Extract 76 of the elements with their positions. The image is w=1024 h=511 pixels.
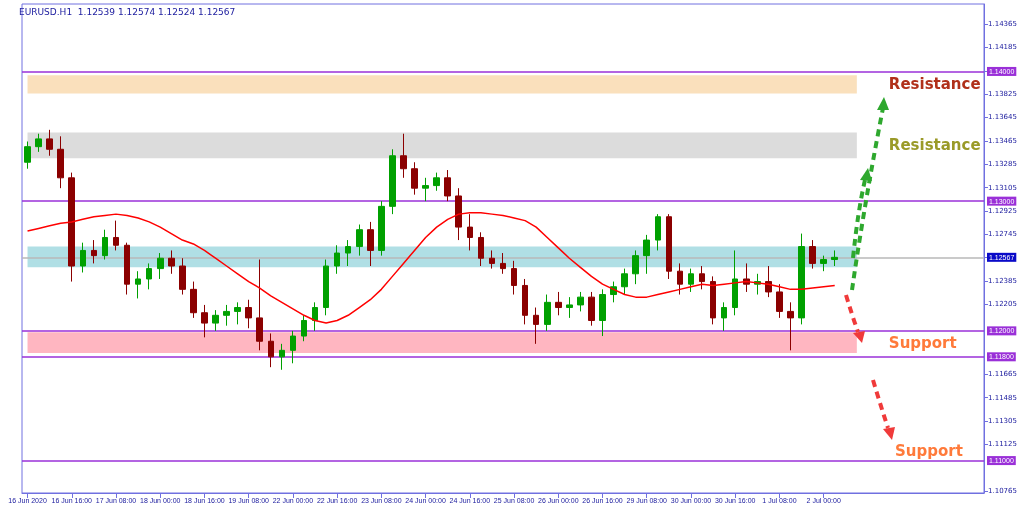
candlestick	[135, 270, 141, 299]
candlestick	[46, 129, 53, 157]
candlestick	[268, 332, 274, 368]
candlestick	[787, 301, 794, 351]
band-label: Resistance	[888, 75, 981, 94]
candlestick	[212, 309, 219, 332]
candlestick	[721, 301, 727, 332]
candlestick	[157, 252, 164, 280]
candlestick	[433, 172, 440, 192]
candlestick	[489, 249, 495, 270]
candlestick	[699, 265, 705, 290]
chart-title: EURUSD.H1 1.12539 1.12574 1.12524 1.12567	[19, 6, 236, 17]
band-label: Resistance	[888, 136, 981, 155]
candlestick	[80, 242, 86, 273]
candlestick	[223, 304, 230, 327]
candlestick	[168, 249, 175, 275]
candlestick	[102, 229, 108, 261]
candlestick	[323, 259, 329, 316]
candlestick	[113, 220, 119, 251]
candlestick	[345, 239, 351, 267]
candlestick	[367, 221, 374, 267]
candlestick	[234, 301, 241, 325]
candlestick	[146, 262, 152, 290]
candlestick	[400, 133, 407, 179]
candlestick	[334, 244, 340, 275]
candlestick	[643, 234, 650, 275]
candlestick	[124, 242, 130, 296]
candlestick	[809, 239, 816, 270]
line-series	[26, 212, 836, 324]
candlestick	[91, 239, 97, 264]
candlestick	[256, 259, 263, 351]
candlestick	[555, 291, 562, 316]
candlestick	[190, 281, 197, 319]
candlestick	[201, 304, 208, 338]
candlestick	[544, 294, 551, 332]
candlestick	[566, 296, 573, 319]
candlestick	[35, 133, 42, 153]
candlestick	[290, 330, 296, 364]
candlestick	[533, 307, 539, 345]
candlestick	[632, 249, 639, 285]
candlestick	[279, 343, 285, 371]
candlestick	[621, 268, 628, 296]
candlestick	[820, 255, 827, 272]
annotation: Support	[895, 442, 963, 460]
candlestick	[245, 299, 252, 329]
candlestick	[378, 200, 385, 257]
candlestick	[798, 233, 805, 325]
candlestick	[356, 224, 363, 257]
candlestick	[688, 268, 694, 293]
candlestick	[467, 213, 473, 251]
candlestick	[588, 291, 595, 327]
candlestick	[776, 283, 783, 319]
candlestick	[455, 187, 462, 241]
candlestick	[478, 231, 484, 267]
candlestick	[68, 172, 75, 283]
candlestick	[24, 140, 31, 170]
candlestick	[655, 213, 661, 251]
band-label: Support	[888, 333, 957, 352]
candlestick	[831, 249, 838, 267]
candlestick	[677, 262, 683, 296]
candlestick	[511, 260, 517, 296]
candlestick	[57, 135, 64, 189]
candlestick	[666, 213, 672, 280]
candlestick	[522, 278, 528, 325]
candlestick	[301, 314, 307, 342]
candlestick	[732, 249, 738, 316]
candlestick	[710, 275, 716, 325]
candlestick	[422, 177, 429, 202]
candlestick	[577, 291, 584, 312]
candlestick	[389, 148, 396, 215]
candlestick	[599, 288, 606, 337]
candlestick	[312, 301, 318, 332]
candlestick	[411, 161, 418, 196]
candlestick	[179, 257, 186, 296]
candlestick	[444, 169, 451, 202]
candlestick	[500, 252, 506, 275]
